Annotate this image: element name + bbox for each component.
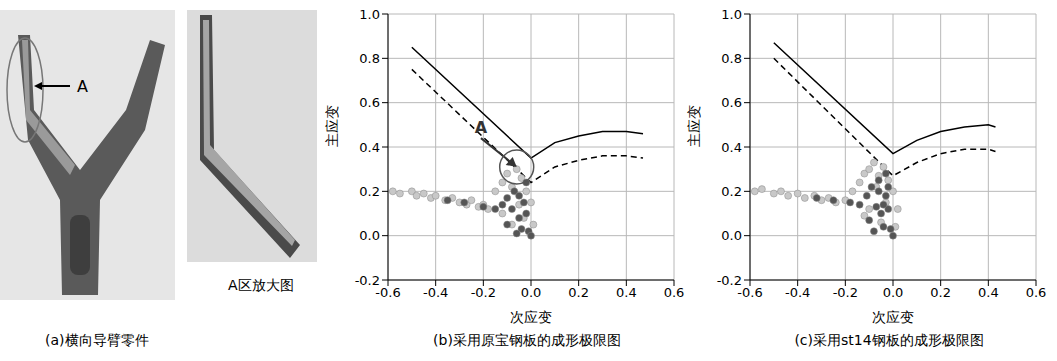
svg-text:0.2: 0.2 (359, 184, 380, 199)
svg-text:0.2: 0.2 (568, 285, 589, 300)
svg-text:0.0: 0.0 (721, 228, 742, 243)
svg-text:0.6: 0.6 (1026, 285, 1047, 300)
svg-text:0.4: 0.4 (616, 285, 637, 300)
svg-text:0.0: 0.0 (883, 285, 904, 300)
svg-text:0.4: 0.4 (359, 140, 380, 155)
svg-text:0.6: 0.6 (721, 95, 742, 110)
svg-text:-0.6: -0.6 (737, 285, 763, 301)
svg-text:0.6: 0.6 (359, 95, 380, 110)
svg-text:次应变: 次应变 (872, 309, 914, 325)
svg-text:-0.2: -0.2 (355, 273, 380, 288)
svg-text:0.6: 0.6 (664, 285, 685, 300)
html-text:A区放大图: A区放大图 (228, 277, 294, 293)
html-text:(b)采用原宝钢板的成形极限图: (b)采用原宝钢板的成形极限图 (433, 332, 621, 348)
svg-text:A: A (77, 77, 88, 96)
svg-text:0.4: 0.4 (721, 140, 742, 155)
svg-text:-0.4: -0.4 (423, 285, 448, 300)
svg-text:A: A (475, 118, 488, 137)
svg-text:1.0: 1.0 (721, 7, 742, 22)
html-text:(c)采用st14钢板的成形极限图: (c)采用st14钢板的成形极限图 (794, 332, 984, 348)
svg-text:0.8: 0.8 (721, 51, 742, 66)
svg-text:0.0: 0.0 (359, 228, 380, 243)
svg-text:-0.2: -0.2 (717, 273, 742, 288)
svg-text:主应变: 主应变 (324, 105, 340, 147)
html-text:(a)横向导臂零件: (a)横向导臂零件 (45, 332, 149, 348)
svg-text:0.4: 0.4 (978, 285, 999, 300)
svg-text:主应变: 主应变 (686, 105, 702, 147)
svg-text:-0.2: -0.2 (833, 285, 858, 300)
svg-text:0.2: 0.2 (721, 184, 742, 199)
svg-text:0.8: 0.8 (359, 51, 380, 66)
svg-text:次应变: 次应变 (510, 309, 552, 325)
svg-text:0.2: 0.2 (930, 285, 951, 300)
svg-text:0.0: 0.0 (521, 285, 542, 300)
svg-text:-0.6: -0.6 (375, 285, 401, 301)
svg-text:1.0: 1.0 (359, 7, 380, 22)
svg-text:-0.2: -0.2 (471, 285, 496, 300)
svg-text:-0.4: -0.4 (785, 285, 810, 300)
